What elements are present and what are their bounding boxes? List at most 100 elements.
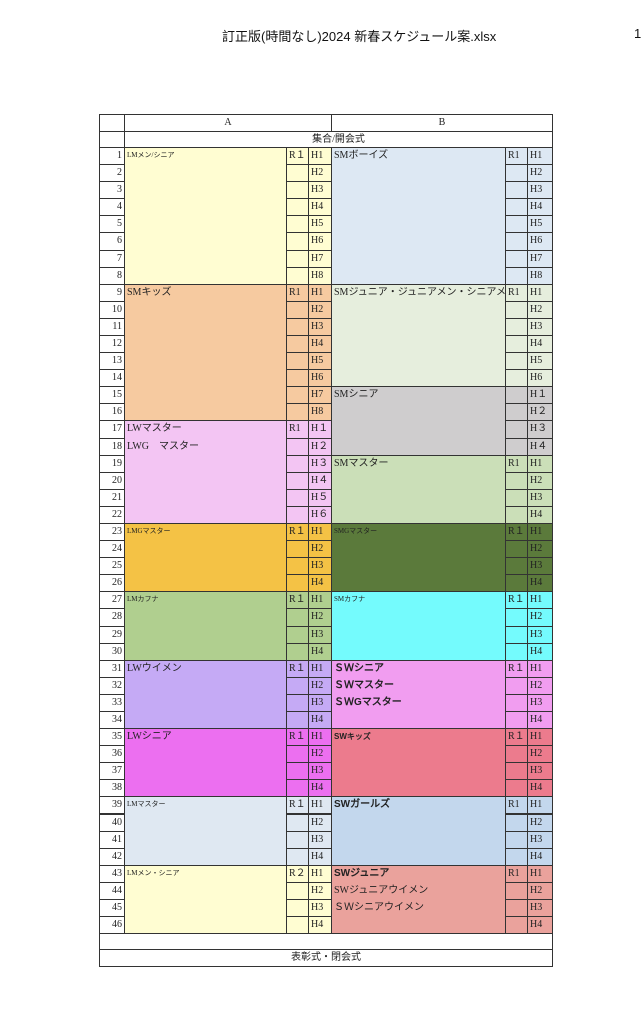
row-number: 35 [99,728,125,747]
round-cell [286,608,309,627]
heat-cell: H1 [308,591,332,610]
heat-cell: H１ [527,386,553,405]
heat-cell: H3 [308,557,332,576]
row-number: 31 [99,659,125,678]
heat-cell: H4 [308,779,332,798]
row-number: 11 [99,317,125,336]
round-cell [286,710,309,730]
heat-cell: H7 [527,249,553,268]
heat-cell: H5 [527,352,553,371]
row-number: 4 [99,198,125,217]
row-number: 40 [99,813,125,832]
round-cell [505,369,528,388]
round-cell: R２ [286,864,309,883]
row-number: 17 [99,420,125,439]
corner-cell [99,114,125,132]
row-number: 42 [99,847,125,866]
heat-cell: H４ [527,437,553,456]
group-label: LWシニア [127,731,172,743]
heat-cell: H3 [308,625,332,644]
round-cell [505,181,528,200]
heat-cell: H2 [527,608,553,627]
row-number: 8 [99,266,125,285]
row-number: 37 [99,762,125,781]
round-cell [286,300,309,319]
round-cell [286,198,309,217]
group-label: ＳＷGマスター [334,696,402,708]
group-cell [124,283,287,422]
row-number: 25 [99,557,125,576]
heat-cell: H3 [527,830,553,849]
row-number: 13 [99,352,125,371]
row-number: 29 [99,625,125,644]
heat-cell: H3 [527,557,553,576]
heat-cell: H1 [527,864,553,883]
heat-cell: H6 [308,369,332,388]
row-number: 18 [99,437,125,456]
heat-cell: H６ [308,505,332,524]
round-cell [505,779,528,798]
heat-cell: H3 [308,898,332,918]
group-label: SMGマスター [334,526,378,535]
row-number: 3 [99,181,125,200]
heat-cell: H1 [308,728,332,747]
heat-cell: H4 [527,847,553,866]
row-number: 12 [99,334,125,354]
row-number: 33 [99,693,125,712]
heat-cell: H1 [308,864,332,883]
round-cell [286,454,309,473]
round-cell [505,352,528,371]
heat-cell: H1 [308,796,332,815]
round-cell [505,745,528,764]
row-number: 28 [99,608,125,627]
heat-cell: H2 [527,881,553,900]
heat-cell: H6 [308,232,332,251]
round-cell [286,232,309,251]
row-number: 10 [99,300,125,319]
row-number: 22 [99,505,125,524]
blank-row [99,933,553,951]
round-cell [286,779,309,798]
file-title: 訂正版(時間なし)2024 新春スケジュール案.xlsx [222,29,497,44]
heat-cell: H2 [527,813,553,832]
round-cell: R1 [505,283,528,302]
row-number: 45 [99,898,125,918]
round-cell [286,916,309,935]
row-number: 39 [99,796,125,815]
heat-cell: H2 [308,676,332,695]
round-cell [286,574,309,593]
round-cell [505,266,528,285]
row-number: 36 [99,745,125,764]
row-number: 41 [99,830,125,849]
round-cell [505,762,528,781]
round-cell [505,334,528,354]
round-cell [286,557,309,576]
row-number: 24 [99,540,125,559]
row-number: 38 [99,779,125,798]
row-number: 5 [99,215,125,234]
round-cell [505,642,528,661]
round-cell [286,693,309,712]
round-cell: R１ [286,147,309,166]
round-cell: R１ [505,659,528,678]
group-cell [331,591,506,661]
round-cell [505,574,528,593]
group-label: ＳＷマスター [334,679,394,691]
group-label: LMメン・シニア [127,868,180,877]
row-number: 14 [99,369,125,388]
heat-cell: H4 [308,710,332,730]
round-cell [505,164,528,183]
heat-cell: H4 [527,710,553,730]
group-label: SMマスター [334,457,389,469]
heat-cell: H1 [527,454,553,473]
heat-cell: H１ [308,420,332,439]
row-number: 43 [99,864,125,883]
group-label: SMカフナ [334,595,366,604]
group-cell [331,796,506,866]
round-cell [286,215,309,234]
column-header: B [331,114,553,132]
round-cell [286,352,309,371]
group-label: ＳＷシニアウイメン [334,901,424,913]
row-number: 20 [99,471,125,490]
round-cell: R１ [505,728,528,747]
